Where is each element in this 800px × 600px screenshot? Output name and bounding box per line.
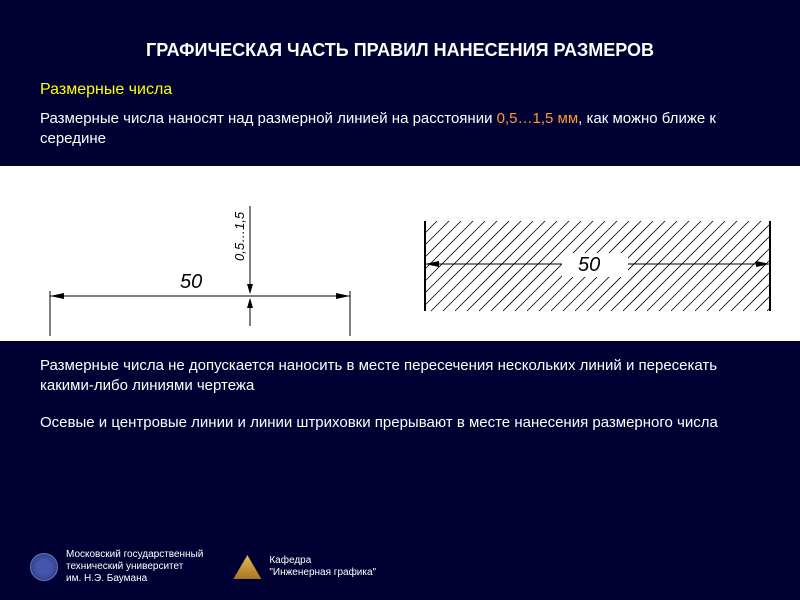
university-block: Московский государственный технический у… — [30, 549, 203, 585]
diagram-svg: 50 0,5…1,5 50 — [0, 166, 800, 341]
footer: Московский государственный технический у… — [30, 549, 376, 585]
section-subtitle: Размерные числа — [0, 81, 800, 109]
p1-part-a: Размерные числа наносят над размерной ли… — [40, 110, 497, 127]
paragraph-3: Осевые и центровые линии и линии штрихов… — [0, 405, 800, 443]
page-title: ГРАФИЧЕСКАЯ ЧАСТЬ ПРАВИЛ НАНЕСЕНИЯ РАЗМЕ… — [0, 0, 800, 81]
university-emblem-icon — [30, 553, 58, 581]
svg-text:0,5…1,5: 0,5…1,5 — [232, 211, 247, 261]
p1-accent: 0,5…1,5 мм — [497, 110, 579, 127]
svg-text:50: 50 — [180, 271, 202, 293]
department-text: Кафедра "Инженерная графика" — [269, 555, 376, 579]
paragraph-2: Размерные числа не допускается наносить … — [0, 356, 800, 405]
university-text: Московский государственный технический у… — [66, 549, 203, 585]
technical-diagram: 50 0,5…1,5 50 — [0, 166, 800, 341]
paragraph-1: Размерные числа наносят над размерной ли… — [0, 109, 800, 158]
svg-text:50: 50 — [578, 254, 600, 276]
department-block: Кафедра "Инженерная графика" — [233, 555, 376, 579]
department-emblem-icon — [233, 555, 261, 579]
